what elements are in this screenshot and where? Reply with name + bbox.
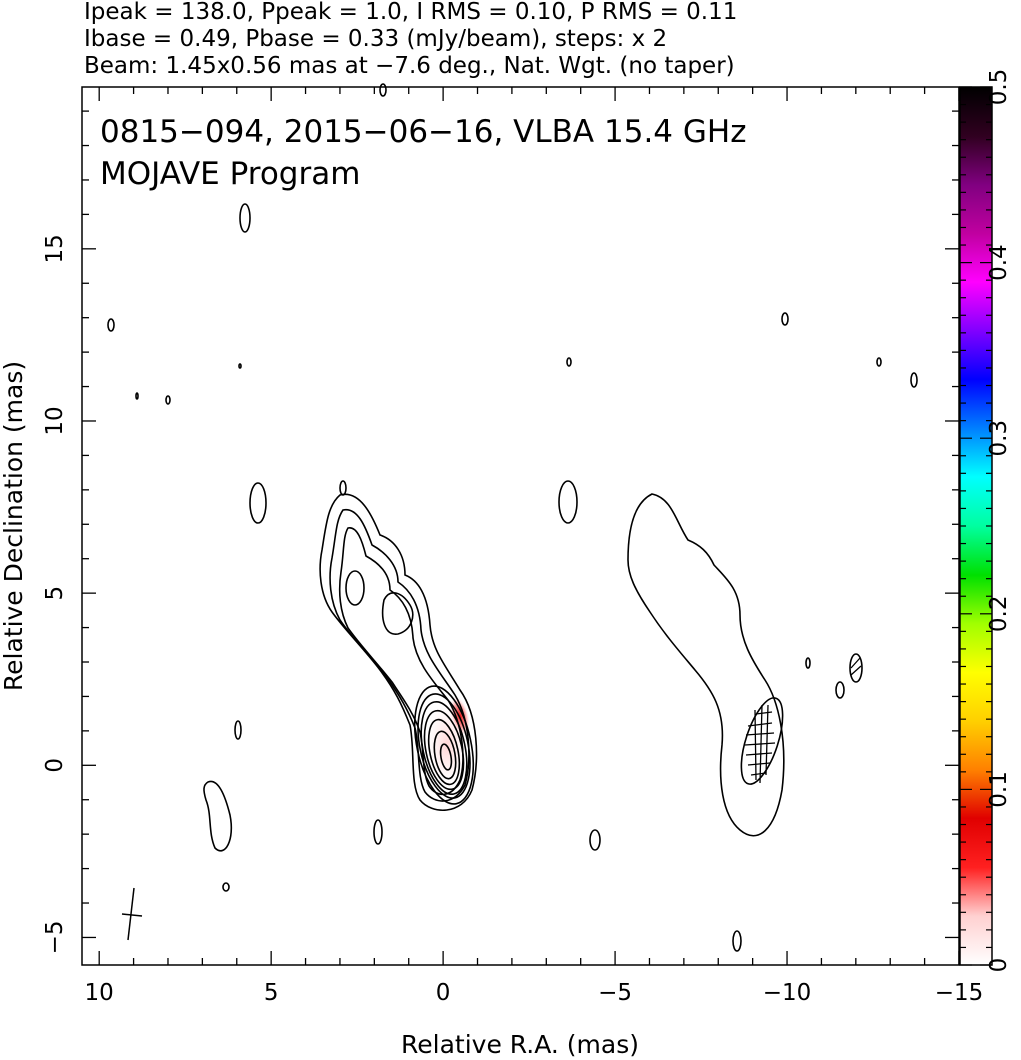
x-axis: 10 5 0 −5 −10 −15 [85, 87, 984, 1006]
colorbar-tick-label: 0.1 [986, 771, 1012, 808]
y-tick-label: 10 [42, 406, 68, 435]
panel-title-line-1: 0815−094, 2015−06−16, VLBA 15.4 GHz [100, 114, 746, 150]
x-tick-label: 5 [264, 980, 279, 1006]
x-tick-label: 0 [436, 980, 451, 1006]
colorbar-tick-label: 0 [986, 958, 1012, 973]
x-tick-label: 10 [85, 980, 114, 1006]
y-tick-label: −5 [42, 921, 68, 955]
plot-frame [81, 86, 960, 966]
x-axis-title: Relative R.A. (mas) [401, 1030, 639, 1059]
colorbar-tick-label: 0.5 [986, 69, 1012, 106]
y-tick-label: 0 [42, 758, 68, 773]
y-axis: −5 0 5 10 15 [42, 110, 959, 955]
x-tick-label: −10 [763, 980, 812, 1006]
colorbar-tick-label: 0.3 [986, 420, 1012, 457]
intensity-contours [107, 83, 601, 892]
colorbar: 0 0.1 0.2 0.3 0.4 0.5 [959, 69, 1012, 973]
colorbar-tick-label: 0.4 [986, 244, 1012, 281]
header-line-3: Beam: 1.45x0.56 mas at −7.6 deg., Nat. W… [84, 53, 735, 79]
colorbar-tick-label: 0.2 [986, 596, 1012, 633]
y-tick-label: 5 [42, 586, 68, 601]
y-tick-label: 15 [42, 234, 68, 263]
beam-marker [121, 887, 143, 941]
polarization-contours [627, 312, 918, 952]
header-line-2: Ibase = 0.49, Pbase = 0.33 (mJy/beam), s… [84, 26, 667, 52]
x-tick-label: −15 [935, 980, 984, 1006]
panel-title-line-2: MOJAVE Program [100, 156, 360, 192]
y-axis-title: Relative Declination (mas) [0, 361, 28, 691]
header-line-1: Ipeak = 138.0, Ppeak = 1.0, I RMS = 0.10… [84, 0, 737, 25]
x-tick-label: −5 [598, 980, 632, 1006]
